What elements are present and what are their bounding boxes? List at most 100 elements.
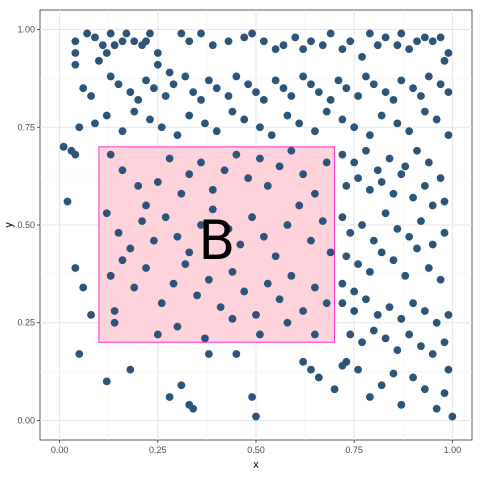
data-point: [283, 318, 292, 327]
data-point: [397, 76, 406, 85]
data-point: [295, 201, 304, 210]
data-point: [161, 92, 170, 100]
data-point: [326, 248, 335, 257]
data-point: [381, 209, 390, 218]
data-point: [338, 150, 347, 159]
data-point: [232, 150, 241, 159]
annotation-label: B: [198, 209, 235, 272]
data-point: [365, 393, 374, 401]
data-point: [134, 182, 143, 190]
data-point: [436, 174, 445, 182]
data-point: [432, 318, 441, 327]
data-point: [169, 279, 178, 288]
data-point: [71, 49, 80, 57]
data-point: [307, 365, 315, 374]
y-tick-label: 0.25: [17, 318, 35, 328]
data-point: [307, 80, 315, 89]
data-point: [389, 96, 398, 104]
data-point: [165, 68, 174, 77]
data-point: [157, 123, 166, 132]
highlight-region: [98, 146, 336, 343]
data-point: [326, 29, 335, 38]
data-point: [271, 76, 280, 85]
data-point: [208, 185, 217, 194]
data-point: [63, 197, 72, 206]
data-point: [405, 330, 414, 339]
data-point: [377, 381, 386, 390]
data-point: [350, 158, 359, 167]
data-point: [197, 221, 205, 229]
data-point: [122, 29, 131, 38]
data-point: [311, 283, 319, 292]
data-point: [444, 131, 453, 139]
data-point: [153, 60, 162, 69]
data-point: [71, 264, 80, 272]
data-point: [149, 84, 158, 93]
data-point: [444, 88, 453, 96]
data-point: [271, 45, 280, 53]
data-point: [436, 80, 445, 89]
data-point: [138, 217, 147, 225]
data-point: [417, 92, 425, 100]
data-point: [185, 170, 194, 179]
data-point: [185, 111, 194, 120]
data-point: [358, 338, 366, 347]
y-tick-label: 1.00: [17, 25, 35, 35]
data-point: [385, 303, 394, 311]
data-point: [373, 41, 382, 50]
data-point: [83, 29, 92, 38]
data-point: [220, 166, 229, 175]
data-point: [338, 299, 347, 308]
data-point: [314, 373, 323, 382]
data-point: [146, 29, 154, 38]
data-point: [236, 240, 245, 249]
data-point: [362, 146, 370, 155]
data-point: [263, 279, 272, 288]
data-point: [318, 217, 327, 225]
data-point: [177, 381, 186, 390]
data-point: [424, 72, 433, 81]
data-point: [98, 41, 107, 50]
data-point: [142, 264, 150, 272]
data-point: [428, 37, 437, 46]
data-point: [311, 330, 319, 339]
data-point: [224, 92, 233, 100]
data-point: [75, 123, 84, 132]
data-point: [197, 29, 205, 38]
data-point: [201, 334, 209, 343]
data-point: [436, 33, 445, 42]
data-point: [373, 311, 382, 319]
data-point: [169, 80, 178, 89]
data-point: [283, 111, 292, 120]
data-point: [71, 150, 80, 159]
data-point: [130, 37, 139, 46]
data-point: [377, 248, 386, 257]
data-point: [287, 92, 296, 100]
data-point: [173, 131, 182, 139]
data-point: [102, 209, 111, 218]
data-point: [228, 268, 237, 276]
data-point: [307, 236, 315, 245]
data-point: [314, 88, 323, 96]
data-point: [193, 291, 201, 300]
data-point: [350, 123, 359, 132]
data-point: [420, 182, 429, 190]
data-point: [444, 365, 453, 374]
data-point: [201, 119, 209, 128]
data-point: [173, 322, 182, 331]
data-point: [240, 33, 249, 42]
data-point: [256, 123, 264, 132]
data-point: [322, 158, 331, 167]
data-point: [185, 37, 194, 46]
data-point: [424, 264, 433, 272]
data-point: [362, 295, 370, 304]
data-point: [153, 49, 162, 57]
data-point: [417, 342, 425, 351]
data-point: [420, 107, 429, 116]
data-point: [432, 115, 441, 124]
data-point: [177, 189, 186, 198]
data-point: [322, 107, 331, 116]
data-point: [338, 213, 347, 222]
data-point: [130, 283, 139, 292]
data-point: [338, 279, 347, 288]
